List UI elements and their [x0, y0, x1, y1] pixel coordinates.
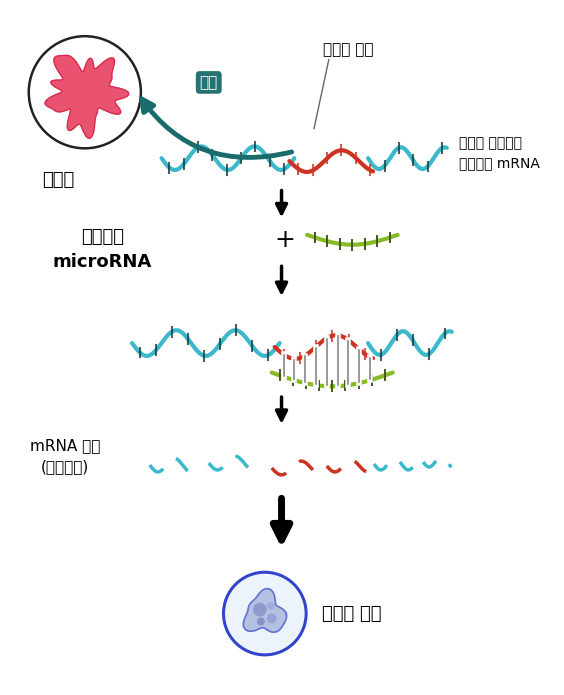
Circle shape [226, 574, 304, 653]
Polygon shape [45, 56, 129, 138]
Text: 치료제로
microRNA: 치료제로 microRNA [53, 228, 152, 271]
Text: mRNA 분해
(기능상실): mRNA 분해 (기능상실) [30, 438, 100, 474]
Text: 암세포: 암세포 [42, 171, 74, 189]
Text: 건강한 세포: 건강한 세포 [322, 605, 381, 623]
Text: 변이된 부분: 변이된 부분 [323, 42, 374, 58]
FancyArrowPatch shape [142, 99, 292, 158]
Polygon shape [243, 589, 287, 632]
Circle shape [257, 617, 265, 626]
Circle shape [267, 602, 275, 610]
Circle shape [267, 614, 276, 623]
Text: +: + [274, 228, 295, 252]
Circle shape [253, 603, 267, 616]
Text: 질병을 일으키는
유전자의 mRNA: 질병을 일으키는 유전자의 mRNA [459, 136, 539, 170]
Text: 발현: 발현 [200, 75, 218, 90]
